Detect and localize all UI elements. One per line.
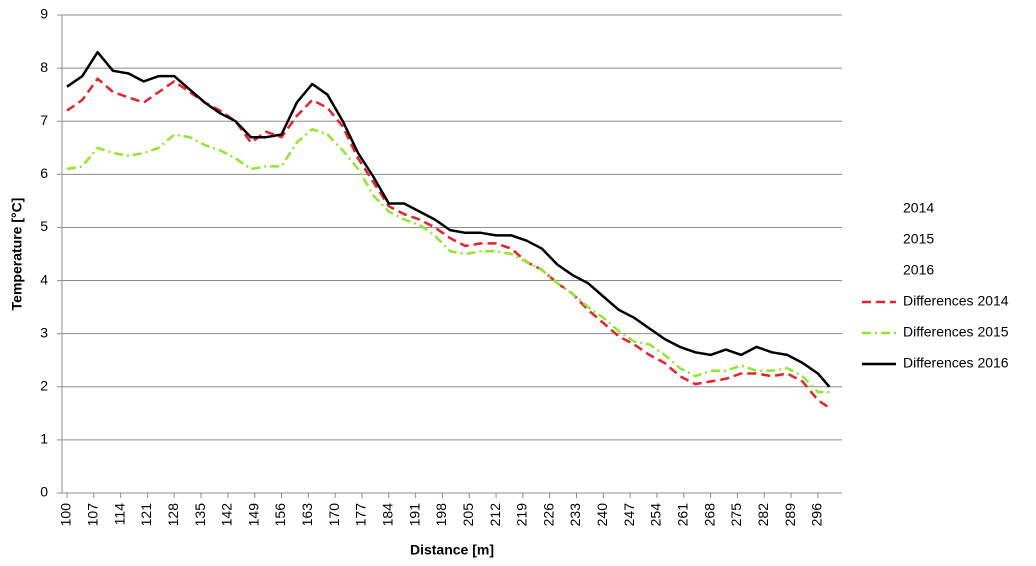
x-tick-label: 275: [728, 503, 744, 527]
y-tick-label: 4: [40, 271, 48, 287]
x-tick-label: 114: [111, 503, 127, 526]
x-tick-label: 184: [379, 503, 395, 527]
x-tick-label: 135: [192, 503, 208, 527]
x-tick-label: 107: [85, 503, 101, 527]
y-tick-label: 2: [40, 377, 48, 393]
x-tick-label: 212: [487, 503, 503, 527]
legend-label: Differences 2016: [903, 355, 1009, 371]
x-tick-label: 205: [460, 503, 476, 527]
y-tick-label: 0: [40, 484, 48, 500]
x-tick-label: 170: [326, 503, 342, 527]
x-tick-label: 233: [567, 503, 583, 527]
y-tick-label: 7: [40, 112, 48, 128]
x-tick-label: 142: [219, 503, 235, 527]
y-tick-label: 9: [40, 6, 48, 22]
x-tick-label: 177: [353, 503, 369, 527]
y-tick-label: 1: [40, 431, 48, 447]
x-tick-label: 198: [433, 503, 449, 527]
y-tick-label: 5: [40, 218, 48, 234]
x-tick-label: 254: [648, 503, 664, 527]
y-axis-title: Temperature [°C]: [9, 198, 25, 311]
x-tick-label: 226: [540, 503, 556, 527]
legend-label: 2016: [903, 262, 934, 278]
x-tick-label: 289: [782, 503, 798, 527]
x-axis-title: Distance [m]: [410, 542, 494, 558]
y-tick-label: 3: [40, 324, 48, 340]
series-line: [66, 77, 831, 410]
y-tick-label: 8: [40, 59, 48, 75]
legend-label: Differences 2014: [903, 293, 1009, 309]
legend-label: Differences 2015: [903, 324, 1009, 340]
series-line: [66, 127, 830, 394]
x-tick-label: 219: [514, 503, 530, 527]
x-tick-label: 156: [272, 503, 288, 527]
x-tick-label: 261: [674, 503, 690, 527]
x-tick-label: 128: [165, 503, 181, 527]
x-tick-label: 121: [138, 503, 154, 527]
x-tick-label: 100: [58, 503, 74, 527]
x-tick-label: 296: [809, 503, 825, 527]
x-tick-label: 268: [701, 503, 717, 527]
x-tick-label: 282: [755, 503, 771, 527]
legend-label: 2015: [903, 231, 934, 247]
y-tick-label: 6: [40, 165, 48, 181]
x-tick-label: 163: [299, 503, 315, 527]
x-tick-label: 191: [406, 503, 422, 527]
legend-label: 2014: [903, 200, 934, 216]
x-tick-label: 149: [245, 503, 261, 527]
series-line: [66, 50, 831, 388]
x-tick-label: 240: [594, 503, 610, 527]
x-tick-label: 247: [621, 503, 637, 527]
